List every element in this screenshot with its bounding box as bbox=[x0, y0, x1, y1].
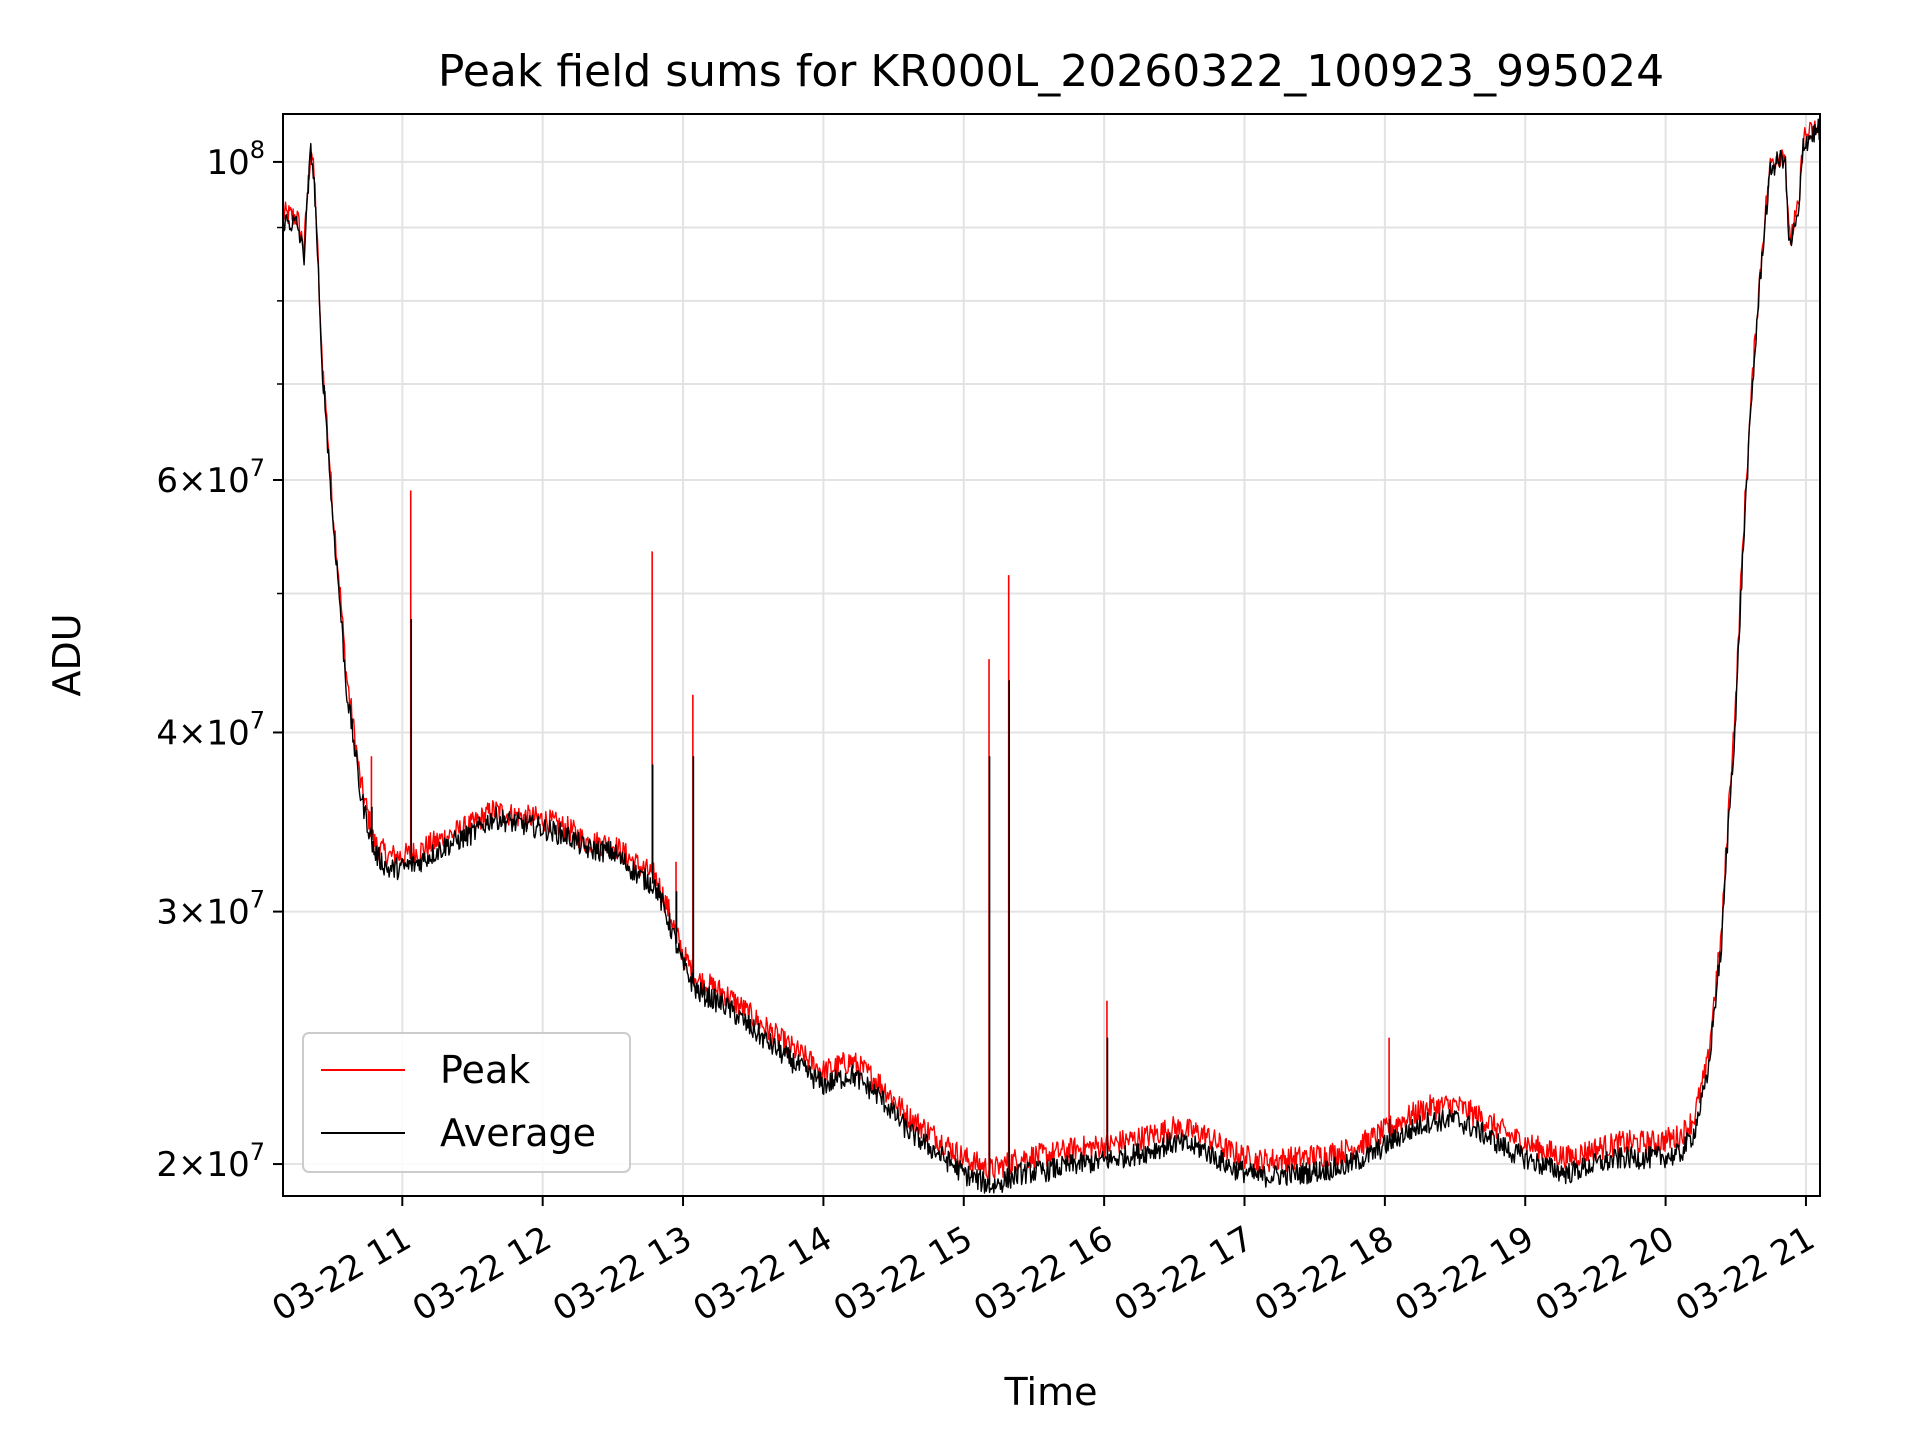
legend-label-average: Average bbox=[440, 1111, 596, 1155]
grid-lines bbox=[283, 114, 1820, 1196]
y-axis-label: ADU bbox=[45, 613, 89, 696]
y-tick-label: 3×107 bbox=[156, 886, 265, 933]
x-axis-label: Time bbox=[1004, 1370, 1098, 1414]
series-line-peak bbox=[282, 119, 1821, 1181]
chart-title: Peak field sums for KR000L_20260322_1009… bbox=[438, 46, 1664, 97]
data-series bbox=[282, 118, 1821, 1194]
plot-frame bbox=[282, 113, 1821, 1197]
series-line-average bbox=[282, 118, 1821, 1194]
y-tick-label: 2×107 bbox=[156, 1138, 265, 1185]
y-tick-label: 4×107 bbox=[156, 706, 265, 753]
legend-label-peak: Peak bbox=[440, 1048, 530, 1092]
legend: Peak Average bbox=[302, 1032, 631, 1173]
y-tick-label: 108 bbox=[206, 136, 265, 183]
legend-box bbox=[302, 1032, 631, 1173]
y-tick-label: 6×107 bbox=[156, 454, 265, 501]
